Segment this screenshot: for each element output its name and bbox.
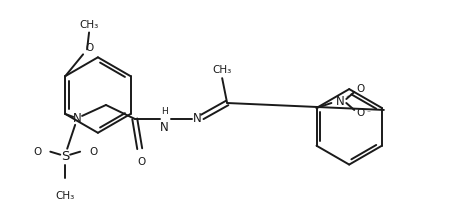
Text: O: O	[85, 43, 94, 53]
Text: ⁻: ⁻	[366, 108, 370, 117]
Text: N: N	[73, 112, 81, 125]
Text: O: O	[89, 147, 97, 157]
Text: CH₃: CH₃	[56, 191, 75, 201]
Text: CH₃: CH₃	[80, 20, 99, 30]
Text: O: O	[138, 157, 146, 167]
Text: O: O	[356, 84, 364, 94]
Text: O: O	[33, 147, 41, 157]
Text: N: N	[193, 112, 202, 125]
Text: N: N	[160, 121, 169, 134]
Text: H: H	[161, 107, 168, 116]
Text: CH₃: CH₃	[213, 65, 232, 75]
Text: ⁺: ⁺	[345, 94, 350, 103]
Text: O: O	[356, 108, 364, 118]
Text: N: N	[335, 95, 344, 108]
Text: S: S	[61, 150, 69, 163]
